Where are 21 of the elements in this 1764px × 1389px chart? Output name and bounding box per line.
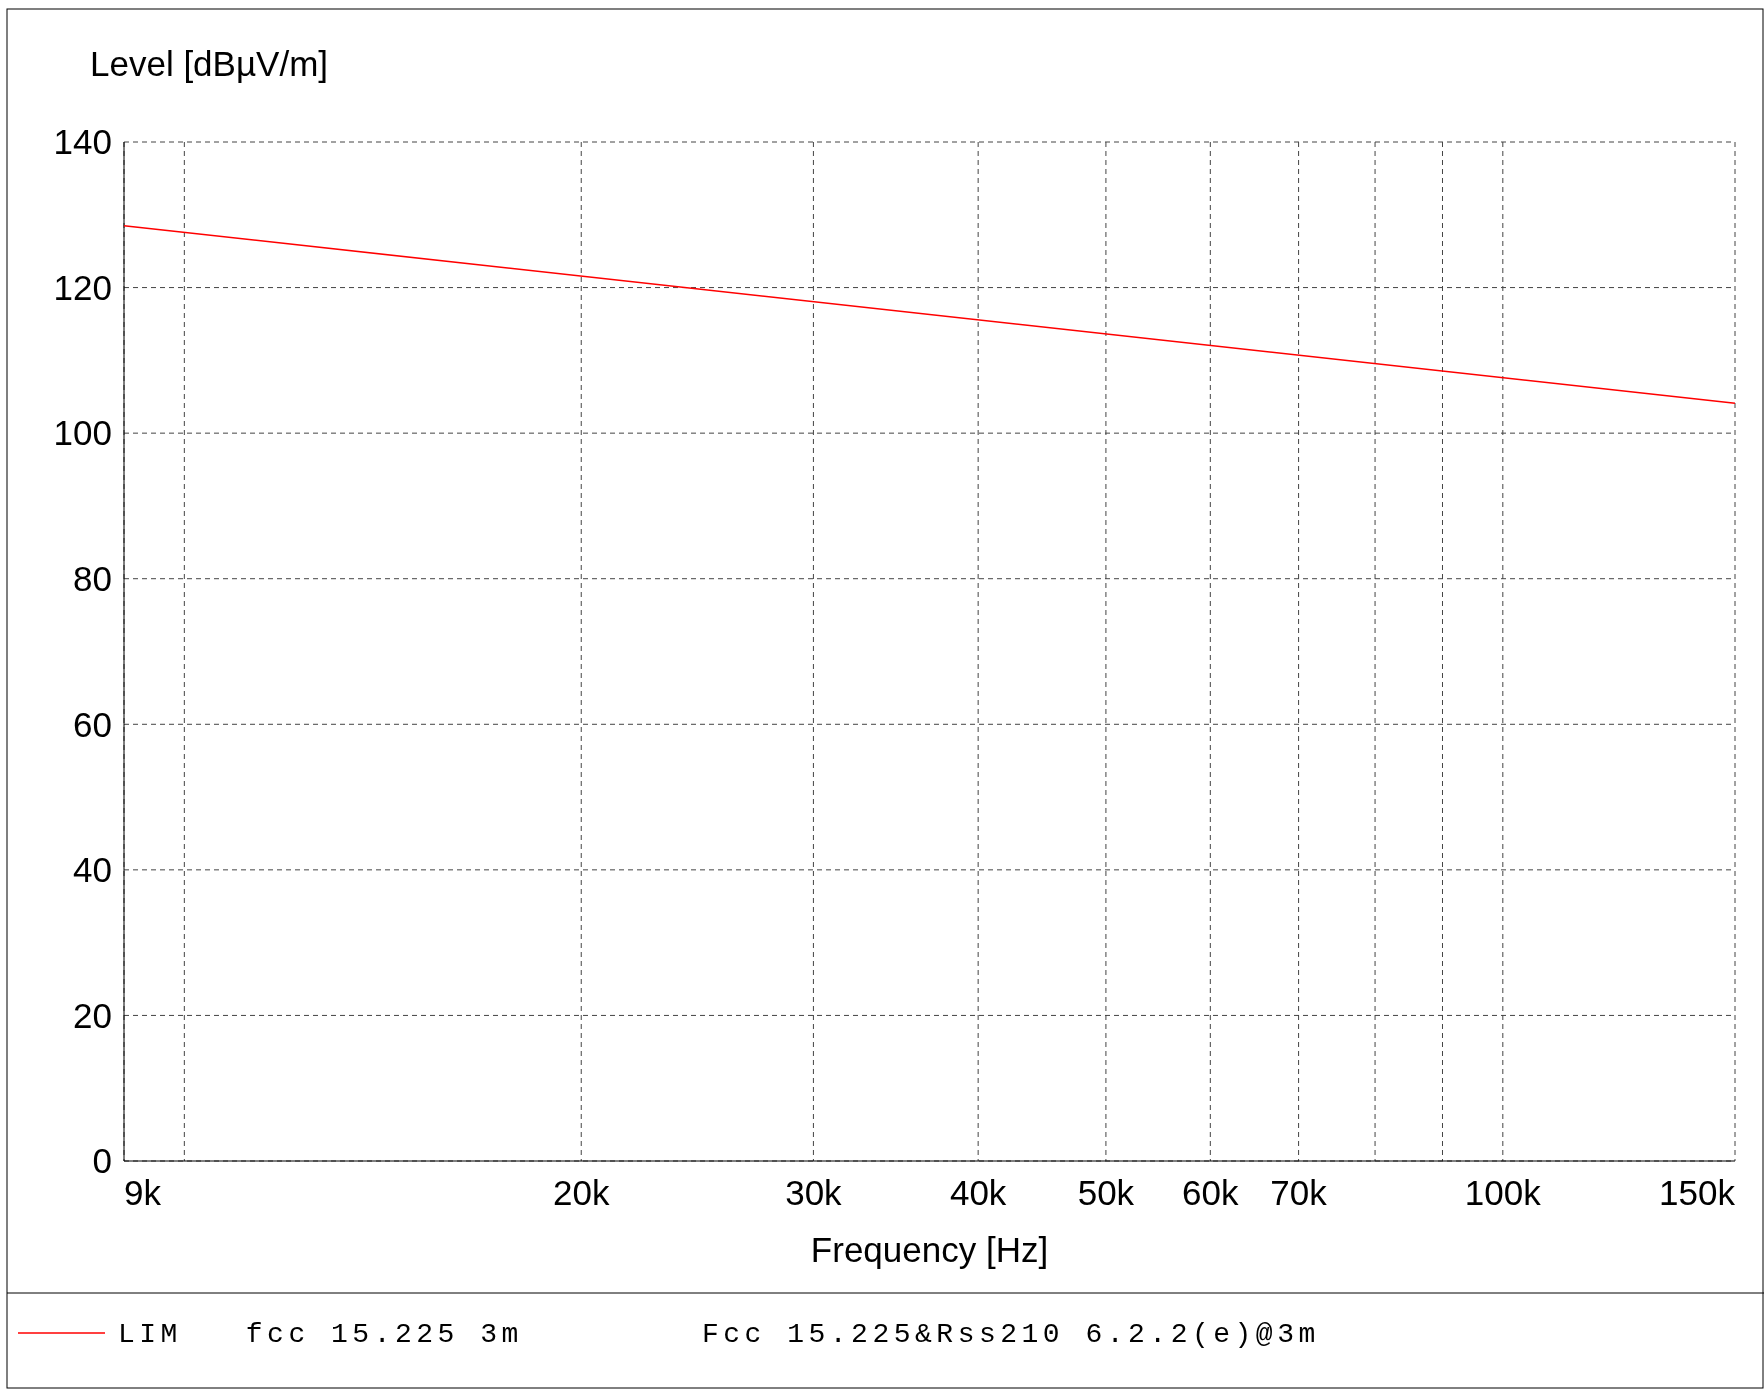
y-tick-label: 40: [73, 850, 112, 890]
x-tick-label: 30k: [785, 1173, 843, 1212]
y-tick-label: 140: [53, 122, 112, 162]
x-tick-label: 150k: [1659, 1173, 1736, 1212]
x-tick-label: 40k: [949, 1173, 1007, 1212]
text: Fcc 15.225&Rss210 6.2.2(e)@3m: [702, 1319, 1320, 1350]
legend-label: LIM fcc 15.225 3m: [118, 1319, 523, 1350]
y-tick-label: 100: [53, 413, 112, 453]
y-tick-label: 20: [73, 995, 112, 1035]
x-tick-label: 20k: [553, 1173, 610, 1212]
y-tick-label: 60: [73, 704, 112, 744]
y-axis-title: Level [dBµV/m]: [90, 44, 329, 83]
y-tick-label: 0: [92, 1141, 112, 1181]
x-axis-title: Frequency [Hz]: [810, 1230, 1049, 1269]
y-tick-label: 120: [53, 267, 112, 307]
x-tick-label: 70k: [1270, 1173, 1328, 1212]
x-tick-label: 100k: [1464, 1173, 1542, 1212]
x-tick-label: 50k: [1077, 1173, 1135, 1212]
y-tick-label: 80: [73, 558, 112, 598]
x-tick-label: 60k: [1182, 1173, 1240, 1212]
x-tick-label: 9k: [124, 1173, 162, 1212]
